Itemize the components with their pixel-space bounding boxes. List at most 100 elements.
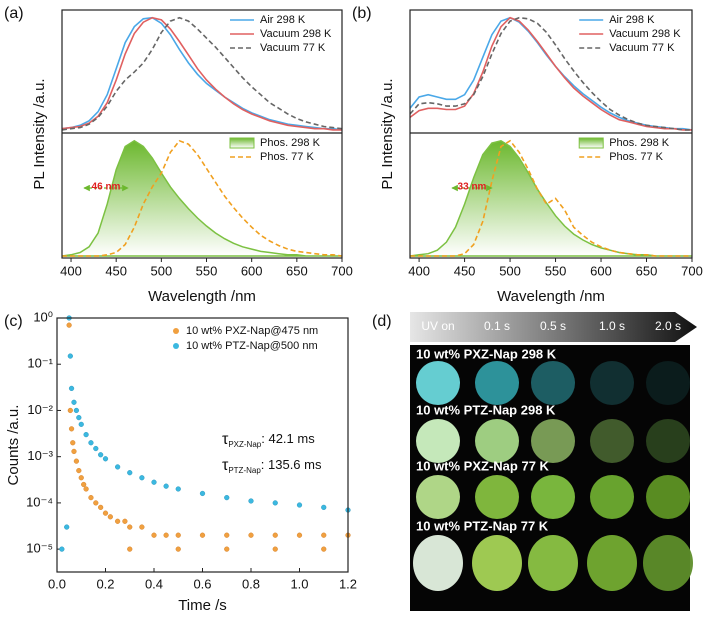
y-axis-title: PL Intensity /a.u. [31, 78, 48, 189]
x-tick-label: 650 [286, 263, 308, 278]
data-point [67, 407, 73, 414]
data-point [88, 495, 94, 501]
tau-value: : 42.1 ms [261, 431, 315, 446]
data-point [199, 490, 206, 497]
photo-sample [531, 361, 575, 405]
data-point [272, 532, 278, 538]
data-point [66, 322, 72, 328]
data-point [115, 518, 121, 524]
sample-label: 10 wt% PXZ-Nap 298 K [416, 346, 557, 361]
photo-sample [475, 475, 519, 519]
data-point [71, 399, 77, 405]
data-point [78, 475, 84, 481]
photo-sample [475, 361, 519, 405]
data-point [321, 504, 327, 510]
data-point [127, 524, 133, 530]
legend-swatch [229, 137, 255, 149]
x-tick-label: 650 [636, 263, 658, 278]
shift-label: 46 nm [92, 182, 121, 193]
data-point [107, 514, 113, 520]
x-tick-label: 700 [331, 263, 353, 278]
data-point [64, 524, 70, 530]
data-point [175, 532, 181, 538]
legend-marker [173, 328, 179, 334]
data-point [296, 502, 303, 508]
data-point [98, 504, 104, 510]
sample-label: 10 wt% PXZ-Nap 77 K [416, 458, 550, 473]
spectrum-line [409, 16, 692, 131]
x-tick-label: 500 [151, 263, 173, 278]
photo-sample [416, 361, 460, 405]
y-axis-title: Counts /a.u. [5, 405, 22, 486]
tau-symbol: τ [222, 457, 229, 474]
x-tick-label: 550 [545, 263, 567, 278]
x-tick-label: 400 [408, 263, 430, 278]
x-axis-title: Wavelength /nm [497, 288, 605, 305]
spectrum-line [62, 139, 343, 257]
x-axis-title: Time /s [178, 597, 227, 614]
x-tick-label: 400 [60, 263, 82, 278]
time-label: 2.0 s [655, 319, 681, 333]
data-point [115, 464, 121, 470]
time-label: 0.5 s [540, 319, 566, 333]
data-point [73, 458, 80, 464]
photo-sample [416, 419, 460, 463]
data-point [248, 498, 254, 504]
legend-label: 10 wt% PXZ-Nap@475 nm [186, 325, 318, 337]
legend-label: Phos. 77 K [260, 151, 314, 163]
x-tick-label: 450 [105, 263, 127, 278]
photo-sample [646, 475, 690, 519]
data-point [76, 415, 82, 421]
y-axis-title: PL Intensity /a.u. [379, 78, 396, 189]
data-point [122, 518, 128, 524]
data-point [70, 440, 76, 446]
photo-sample [587, 535, 637, 591]
legend-label: Vacuum 298 K [260, 28, 332, 40]
data-point [83, 486, 89, 492]
data-point [83, 432, 89, 438]
data-point [127, 470, 133, 476]
panel-label: (a) [4, 5, 24, 22]
spectrum-area [61, 139, 342, 257]
legend-label: 10 wt% PTZ-Nap@500 nm [186, 340, 318, 352]
y-tick-label: 10⁻³ [27, 448, 53, 463]
photo-sample [413, 535, 463, 591]
panel-label: (d) [372, 313, 392, 330]
data-point [67, 353, 73, 359]
photo-sample [590, 419, 634, 463]
tau-subscript: PXZ-Nap [228, 440, 261, 449]
data-point [81, 481, 87, 488]
data-point [93, 445, 99, 452]
spectrum-line [410, 139, 692, 257]
data-point [248, 532, 254, 538]
photo-sample [643, 535, 693, 591]
panel-label: (b) [352, 5, 372, 22]
data-point [224, 532, 230, 538]
data-point [139, 524, 145, 530]
tau-subscript: PTZ-Nap [228, 466, 261, 475]
data-point [59, 546, 65, 552]
x-tick-label: 1.2 [339, 576, 357, 591]
x-tick-label: 600 [241, 263, 263, 278]
y-tick-label: 10⁻¹ [27, 356, 53, 371]
data-point [88, 440, 94, 446]
data-point [98, 452, 104, 458]
data-point [199, 532, 206, 538]
legend-label: Phos. 77 K [609, 151, 663, 163]
panel-label: (c) [4, 313, 23, 330]
x-tick-label: 0.4 [145, 576, 163, 591]
x-tick-label: 500 [499, 263, 521, 278]
data-point [163, 483, 169, 489]
photo-sample [531, 419, 575, 463]
x-tick-label: 0.2 [96, 576, 114, 591]
x-axis-title: Wavelength /nm [148, 288, 256, 305]
photo-sample [472, 535, 522, 591]
sample-label: 10 wt% PTZ-Nap 298 K [416, 402, 556, 417]
data-point [78, 421, 84, 427]
y-tick-label: 10⁻⁵ [26, 541, 53, 556]
legend-marker [173, 343, 179, 349]
y-tick-label: 10⁻⁴ [26, 494, 53, 509]
sample-label: 10 wt% PTZ-Nap 77 K [416, 518, 549, 533]
lifetime-label: τPXZ-Nap: 42.1 ms [222, 431, 315, 449]
